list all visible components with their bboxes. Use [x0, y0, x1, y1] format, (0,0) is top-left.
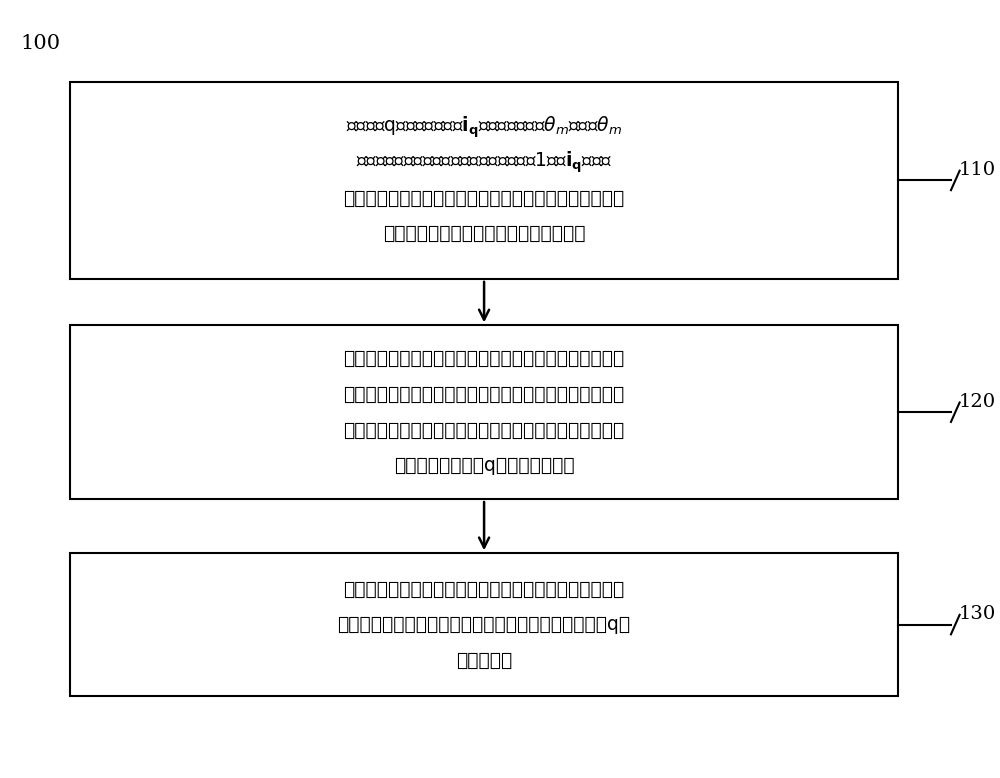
Text: 子实际补偿时刻的位置并输入所述电流补偿函数，得到q轴: 子实际补偿时刻的位置并输入所述电流补偿函数，得到q轴 — [338, 615, 631, 634]
Text: 确定转子所在位置区间，将该区间次数累加1并对$\mathbf{i_{q}}$做同步: 确定转子所在位置区间，将该区间次数累加1并对$\mathbf{i_{q}}$做同… — [356, 150, 612, 175]
Text: 100: 100 — [20, 33, 60, 53]
FancyBboxPatch shape — [70, 325, 898, 499]
Text: 信息，从该频率特征信息中确定待补偿空间频率分量的幅: 信息，从该频率特征信息中确定待补偿空间频率分量的幅 — [343, 420, 625, 440]
Text: 电流补偿值: 电流补偿值 — [456, 650, 512, 670]
Text: 同步采集q轴电流反馈信号$\mathbf{i_{q}}$及转子位置信号$\boldsymbol{\theta_{m}}$，基于$\boldsymbol{\the: 同步采集q轴电流反馈信号$\mathbf{i_{q}}$及转子位置信号$\bol… — [346, 114, 622, 140]
Text: 值，其中，所有区间无重叠构成转子一周: 值，其中，所有区间无重叠构成转子一周 — [383, 224, 585, 244]
Text: 对以正向或反向旋转方向排列的各区间对应的同步平均结: 对以正向或反向旋转方向排列的各区间对应的同步平均结 — [343, 349, 625, 368]
Text: 值和相角，以构建q轴电流补偿函数: 值和相角，以构建q轴电流补偿函数 — [394, 456, 574, 475]
Text: 果值进行傅里叶变换，得到电流信号关于位置的频域特征: 果值进行傅里叶变换，得到电流信号关于位置的频域特征 — [343, 385, 625, 404]
Text: 130: 130 — [959, 605, 996, 623]
FancyBboxPatch shape — [70, 553, 898, 696]
Text: 基于待补偿时刻的电机转速及转子位置信息，预估电机转: 基于待补偿时刻的电机转速及转子位置信息，预估电机转 — [343, 580, 625, 598]
Text: 110: 110 — [959, 161, 996, 179]
Text: 平均，重复所述同步采集，直至各区间次数累加值大于阈: 平均，重复所述同步采集，直至各区间次数累加值大于阈 — [343, 189, 625, 208]
FancyBboxPatch shape — [70, 82, 898, 279]
Text: 120: 120 — [959, 393, 996, 411]
